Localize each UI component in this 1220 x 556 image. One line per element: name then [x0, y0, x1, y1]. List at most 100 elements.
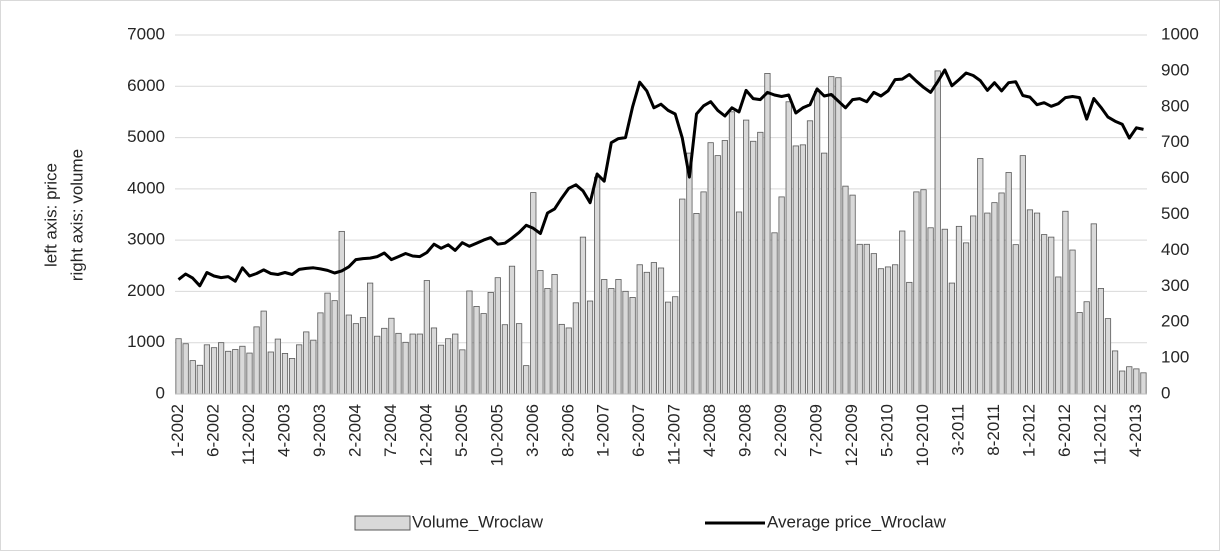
bar — [437, 344, 445, 395]
x-tick-label: 8-2006 — [558, 404, 577, 457]
bar — [608, 288, 615, 395]
bar — [700, 191, 707, 395]
bar — [324, 292, 331, 395]
x-tick-label: 5-2005 — [452, 404, 471, 457]
bar — [210, 347, 218, 395]
bar — [870, 253, 877, 395]
bar — [352, 323, 360, 395]
bar — [1097, 288, 1104, 395]
bar — [721, 140, 728, 395]
x-tick-label: 11-2012 — [1090, 404, 1109, 465]
bar — [906, 281, 913, 395]
bar — [941, 228, 948, 395]
bar — [466, 290, 473, 395]
bar — [842, 185, 849, 395]
bar — [991, 202, 998, 395]
bar — [629, 297, 636, 395]
y-tick-label: 4000 — [127, 178, 165, 197]
bar — [970, 215, 977, 395]
y-tick-label: 6000 — [127, 76, 165, 95]
bar — [828, 76, 835, 395]
bar — [962, 242, 970, 395]
bar — [1119, 370, 1126, 395]
bar — [487, 292, 494, 395]
x-tick-label: 4-2013 — [1126, 404, 1145, 457]
bar — [579, 236, 587, 395]
x-tick-label: 6-2002 — [204, 404, 223, 457]
bar — [508, 265, 516, 395]
bar — [920, 189, 927, 395]
bar — [367, 282, 374, 395]
bar — [657, 267, 665, 395]
bar — [863, 243, 870, 395]
y2-tick-label: 700 — [1161, 132, 1189, 151]
bar — [430, 327, 438, 395]
bar — [409, 333, 416, 395]
x-tick-label: 4-2003 — [274, 404, 293, 457]
bar — [650, 262, 658, 395]
bar — [189, 360, 196, 395]
bar — [338, 230, 345, 395]
bar — [686, 152, 693, 395]
bar — [835, 77, 842, 395]
bar — [1104, 318, 1112, 395]
bar — [707, 142, 714, 395]
y2-tick-label: 200 — [1161, 312, 1189, 331]
bar — [884, 266, 892, 395]
bar — [494, 277, 501, 395]
bar — [1033, 212, 1041, 395]
x-tick-label: 6-2007 — [629, 404, 648, 457]
bar — [537, 270, 544, 395]
y-axis-title: left axis: price — [41, 163, 60, 267]
bar — [1062, 210, 1069, 395]
x-tick-label: 2-2009 — [771, 404, 790, 457]
bar — [636, 264, 643, 395]
bar — [664, 301, 672, 395]
bar — [799, 144, 806, 395]
bar — [913, 191, 920, 395]
bar — [679, 198, 686, 395]
bar — [785, 101, 792, 395]
bar — [516, 323, 523, 395]
y-tick-label: 2000 — [127, 281, 165, 300]
x-tick-label: 12-2004 — [416, 404, 435, 466]
y-tick-label: 0 — [156, 383, 165, 402]
bar — [359, 317, 367, 395]
y2-tick-label: 500 — [1161, 204, 1189, 223]
bar — [813, 90, 821, 395]
bar — [395, 332, 402, 395]
y2-tick-label: 1000 — [1161, 24, 1199, 43]
bar — [693, 213, 700, 395]
bar — [473, 306, 480, 395]
x-tick-label: 8-2011 — [984, 404, 1003, 456]
bar — [1055, 276, 1062, 395]
bar — [948, 282, 955, 395]
bar — [203, 344, 211, 395]
y2-axis-title: right axis: volume — [67, 149, 86, 281]
bar — [1019, 155, 1026, 395]
bar — [643, 271, 650, 395]
bar — [764, 73, 771, 395]
bar — [558, 323, 565, 395]
bar — [381, 327, 388, 395]
y2-tick-label: 400 — [1161, 240, 1189, 259]
bar — [530, 192, 537, 395]
y2-tick-label: 300 — [1161, 276, 1189, 295]
x-tick-label: 10-2010 — [913, 404, 932, 466]
bar — [345, 314, 352, 395]
bar — [423, 280, 430, 395]
x-tick-label: 7-2009 — [807, 404, 826, 457]
bar — [1048, 236, 1055, 395]
x-tick-label: 11-2007 — [665, 404, 684, 465]
bar — [232, 349, 239, 395]
bar — [1111, 350, 1119, 395]
bar — [281, 353, 289, 395]
x-tick-label: 12-2009 — [842, 404, 861, 466]
bar — [586, 300, 594, 395]
bar — [615, 279, 622, 395]
y2-tick-label: 900 — [1161, 60, 1189, 79]
x-tick-label: 1-2007 — [594, 404, 613, 457]
bar — [445, 338, 452, 395]
x-tick-label: 3-2006 — [523, 404, 542, 457]
bar — [388, 317, 395, 395]
